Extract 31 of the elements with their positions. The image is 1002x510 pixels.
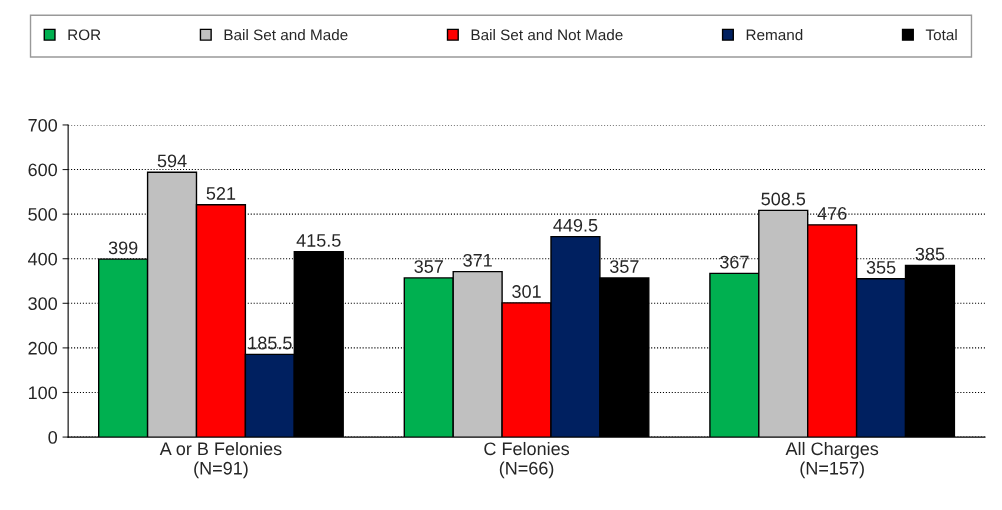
data-label: 357 <box>609 260 639 273</box>
y-tick-label: 200 <box>28 341 58 355</box>
data-label: 415.5 <box>296 234 341 247</box>
data-label: 594 <box>157 154 187 168</box>
legend-label: Bail Set and Not Made <box>471 29 623 41</box>
data-label: 521 <box>206 187 236 200</box>
legend-label: Total <box>925 29 957 41</box>
data-label: 301 <box>512 285 541 298</box>
data-label: 476 <box>817 207 847 220</box>
data-label: 367 <box>719 255 749 269</box>
x-tick-label: C Felonies (N=66) <box>484 441 570 479</box>
data-label: 355 <box>866 261 896 274</box>
data-label: 508.5 <box>761 192 806 206</box>
data-label: 399 <box>108 241 138 255</box>
x-tick-label: A or B Felonies (N=91) <box>159 441 282 479</box>
y-tick-label: 0 <box>48 431 58 444</box>
y-tick-label: 700 <box>28 118 58 132</box>
legend-label: Remand <box>746 29 803 41</box>
data-label: 449.5 <box>553 218 598 232</box>
x-tick-label: All Charges (N=157) <box>785 441 879 479</box>
data-label: 385 <box>915 247 945 261</box>
y-tick-label: 100 <box>28 386 58 400</box>
data-label: 371 <box>463 253 492 267</box>
y-tick-label: 300 <box>28 297 58 311</box>
y-tick-label: 500 <box>28 208 58 221</box>
data-label: 357 <box>414 260 443 273</box>
y-tick-label: 400 <box>28 252 58 266</box>
legend-label: Bail Set and Made <box>224 29 348 41</box>
y-tick-label: 600 <box>28 163 58 177</box>
legend-label: ROR <box>68 29 101 41</box>
data-label: 185.5 <box>248 336 292 350</box>
